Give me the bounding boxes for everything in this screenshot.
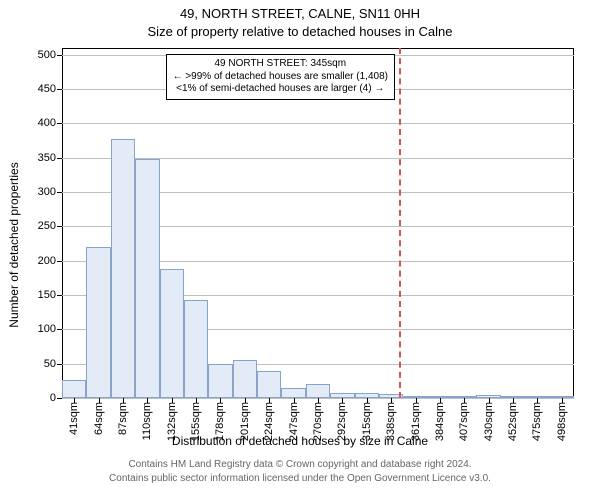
bar <box>62 380 86 398</box>
y-tick <box>57 192 62 193</box>
y-tick-label: 100 <box>38 323 56 335</box>
y-tick <box>57 261 62 262</box>
y-tick <box>57 226 62 227</box>
x-tick-label: 87sqm <box>117 402 129 435</box>
annotation-box: 49 NORTH STREET: 345sqm← >99% of detache… <box>166 54 395 100</box>
y-tick-label: 200 <box>38 255 56 267</box>
bar <box>281 388 305 398</box>
chart-container: 49, NORTH STREET, CALNE, SN11 0HH Size o… <box>0 0 600 500</box>
annotation-line: ← >99% of detached houses are smaller (1… <box>173 71 388 84</box>
y-tick-label: 500 <box>38 49 56 61</box>
bar <box>208 364 232 398</box>
y-tick-label: 0 <box>50 392 56 404</box>
y-tick-label: 450 <box>38 83 56 95</box>
y-tick <box>57 123 62 124</box>
bar <box>86 247 110 398</box>
y-tick-label: 350 <box>38 152 56 164</box>
bar <box>135 159 159 398</box>
y-tick <box>57 398 62 399</box>
chart-subtitle: Size of property relative to detached ho… <box>0 24 600 39</box>
x-axis-label: Distribution of detached houses by size … <box>0 434 600 448</box>
y-tick-label: 50 <box>44 358 56 370</box>
annotation-title: 49 NORTH STREET: 345sqm <box>173 58 388 71</box>
bar <box>111 139 135 398</box>
bar <box>257 371 281 398</box>
y-tick-label: 150 <box>38 289 56 301</box>
bar <box>184 300 208 398</box>
y-tick <box>57 329 62 330</box>
y-tick <box>57 295 62 296</box>
y-tick-label: 250 <box>38 220 56 232</box>
x-tick-label: 64sqm <box>93 402 105 435</box>
y-tick <box>57 89 62 90</box>
bar <box>306 384 330 398</box>
annotation-line: <1% of semi-detached houses are larger (… <box>173 83 388 96</box>
chart-title: 49, NORTH STREET, CALNE, SN11 0HH <box>0 6 600 21</box>
y-tick <box>57 158 62 159</box>
bar <box>160 269 184 398</box>
attribution-line-2: Contains public sector information licen… <box>10 473 590 484</box>
y-tick <box>57 55 62 56</box>
y-tick-label: 400 <box>38 117 56 129</box>
y-tick <box>57 364 62 365</box>
x-tick-label: 41sqm <box>68 402 80 435</box>
y-axis-label: Number of detached properties <box>7 162 21 327</box>
plot-area: 05010015020025030035040045050041sqm64sqm… <box>62 48 574 398</box>
gridline <box>62 123 574 124</box>
attribution-line-1: Contains HM Land Registry data © Crown c… <box>10 459 590 470</box>
bar <box>233 360 257 398</box>
y-tick-label: 300 <box>38 186 56 198</box>
property-marker-line <box>399 48 401 398</box>
